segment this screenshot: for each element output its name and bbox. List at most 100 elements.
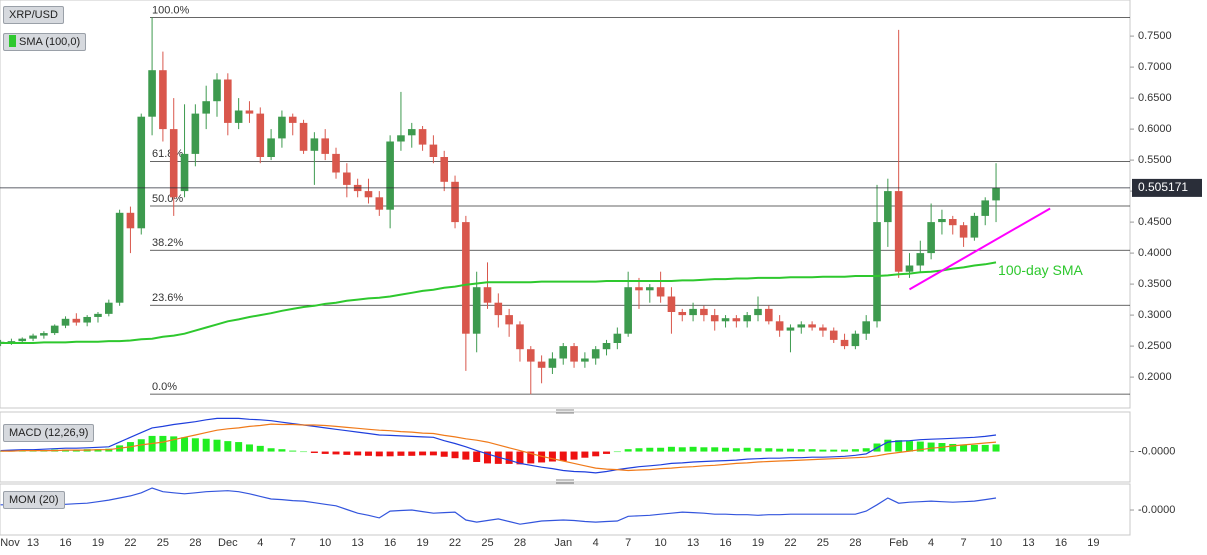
x-tick-label: 22 bbox=[449, 537, 461, 549]
macd-histogram-bar bbox=[235, 442, 243, 452]
candle-body bbox=[970, 215, 979, 238]
candle-body bbox=[61, 318, 70, 326]
candle-body bbox=[624, 287, 632, 334]
candle-body bbox=[288, 116, 297, 123]
candle-body bbox=[505, 315, 513, 325]
main-panel-frame bbox=[0, 0, 1131, 409]
candle-body bbox=[829, 330, 838, 340]
candle-body bbox=[862, 321, 870, 334]
candle-body bbox=[743, 315, 751, 322]
macd-histogram-bar bbox=[570, 451, 578, 460]
last-price-box bbox=[1132, 178, 1202, 197]
candle-body bbox=[646, 287, 654, 291]
candle-body bbox=[83, 316, 91, 323]
candle-body bbox=[397, 135, 405, 142]
x-tick-label: 19 bbox=[752, 537, 764, 549]
macd-histogram-bar bbox=[170, 436, 178, 452]
trend-line bbox=[908, 207, 1051, 291]
panel-handle bbox=[556, 409, 574, 484]
macd-histogram-bar bbox=[289, 450, 297, 452]
macd-histogram-bar bbox=[754, 448, 762, 452]
macd-histogram-bar bbox=[689, 446, 697, 452]
candle-body bbox=[884, 191, 892, 223]
candle-body bbox=[905, 265, 914, 272]
macd-histogram-bar bbox=[895, 440, 903, 452]
macd-histogram-bar bbox=[440, 451, 448, 457]
candle-body bbox=[29, 335, 37, 339]
candle-body bbox=[559, 346, 568, 359]
candle-body bbox=[581, 358, 589, 362]
x-tick-label: 13 bbox=[27, 537, 39, 549]
macd-histogram-bar bbox=[830, 449, 838, 452]
candle-body bbox=[105, 302, 113, 314]
candle-body bbox=[7, 341, 16, 343]
candle-body bbox=[299, 122, 308, 151]
candle-body bbox=[310, 138, 319, 151]
candle-body bbox=[224, 79, 232, 123]
candle-body bbox=[721, 318, 730, 322]
candle-body bbox=[602, 343, 611, 350]
macd-histogram-bar bbox=[343, 451, 351, 455]
candle-body bbox=[451, 181, 459, 223]
x-tick-label: 13 bbox=[352, 537, 364, 549]
macd-line bbox=[0, 417, 997, 474]
macd-histogram-bar bbox=[916, 441, 924, 452]
x-tick-label: 16 bbox=[384, 537, 396, 549]
x-tick-label: 19 bbox=[416, 537, 428, 549]
x-tick-label: 25 bbox=[817, 537, 829, 549]
candle-body bbox=[689, 308, 697, 316]
candle-body bbox=[754, 308, 762, 316]
macd-histogram-bar bbox=[927, 442, 935, 452]
sma-swatch bbox=[9, 35, 16, 47]
candle-body bbox=[40, 333, 48, 336]
macd-histogram-bar bbox=[905, 441, 913, 452]
fib-label: 0.0% bbox=[152, 381, 177, 393]
candle-body bbox=[375, 197, 384, 210]
y-tick-label: 0.6000 bbox=[1138, 123, 1172, 135]
candle-body bbox=[765, 308, 773, 322]
candle-body bbox=[343, 172, 351, 185]
macd-histogram-bar bbox=[776, 448, 784, 452]
y-tick-label: -0.0000 bbox=[1138, 504, 1175, 516]
candle-body bbox=[148, 70, 156, 117]
x-tick-label: 22 bbox=[784, 537, 796, 549]
candle-body bbox=[234, 110, 243, 123]
sma-legend-text: SMA (100,0) bbox=[19, 36, 81, 48]
macd-histogram-bar bbox=[603, 451, 611, 454]
macd-histogram-bar bbox=[949, 443, 957, 452]
x-tick-label: 7 bbox=[625, 537, 631, 549]
candle-body bbox=[656, 287, 665, 297]
candle-body bbox=[635, 287, 643, 291]
candle-body bbox=[429, 144, 438, 157]
candle-body bbox=[256, 113, 265, 157]
macd-histogram-bar bbox=[613, 451, 621, 453]
x-tick-label: 13 bbox=[687, 537, 699, 549]
candle-body bbox=[786, 327, 795, 331]
y-tick-label: 0.6500 bbox=[1138, 92, 1172, 104]
macd-histogram-bar bbox=[635, 448, 643, 452]
x-tick-label: Nov bbox=[0, 537, 20, 549]
symbol-label: XRP/USD bbox=[3, 6, 64, 24]
macd-histogram-bar bbox=[765, 448, 773, 452]
candle-body bbox=[94, 313, 102, 317]
x-tick-label: 16 bbox=[719, 537, 731, 549]
macd-histogram-bar bbox=[332, 451, 340, 455]
fib-label: 38.2% bbox=[152, 237, 183, 249]
x-tick-label: 13 bbox=[1022, 537, 1034, 549]
candle-body bbox=[245, 110, 254, 114]
macd-histogram-bar bbox=[678, 447, 686, 452]
x-tick-label: Feb bbox=[889, 537, 908, 549]
fib-label: 50.0% bbox=[152, 193, 183, 205]
candle-body bbox=[851, 333, 860, 347]
momentum-line bbox=[0, 487, 997, 525]
sma-annotation: 100-day SMA bbox=[998, 262, 1083, 278]
macd-histogram-bar bbox=[646, 447, 654, 452]
x-tick-label: 7 bbox=[961, 537, 967, 549]
candle-body bbox=[894, 191, 903, 272]
x-tick-label: 25 bbox=[481, 537, 493, 549]
candle-body bbox=[50, 325, 59, 334]
macd-histogram-bar bbox=[841, 449, 849, 452]
x-tick-label: 10 bbox=[990, 537, 1002, 549]
macd-histogram-bar bbox=[321, 451, 329, 454]
x-tick-label: 7 bbox=[290, 537, 296, 549]
